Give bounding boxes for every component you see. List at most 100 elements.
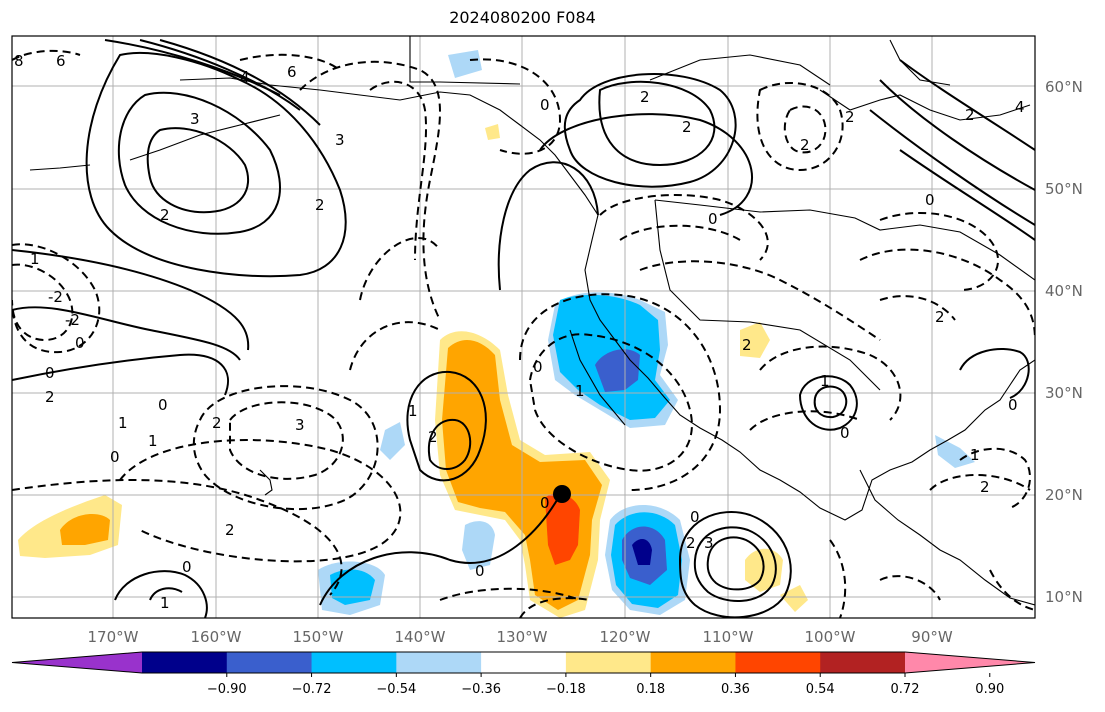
- svg-text:0: 0: [45, 364, 55, 382]
- svg-text:0: 0: [540, 494, 550, 512]
- lon-label-140: 140°W: [395, 628, 446, 646]
- lat-label-10: 10°N: [1045, 588, 1083, 606]
- colorbar-segment: [820, 652, 906, 673]
- contours-negative: [12, 49, 1035, 618]
- colorbar-tick-label: 0.54: [806, 682, 835, 697]
- negative-anomaly-w4: [330, 569, 375, 605]
- lon-label-170: 170°W: [88, 628, 139, 646]
- svg-text:2: 2: [965, 106, 975, 124]
- lat-label-60: 60°N: [1045, 78, 1083, 96]
- lat-label-30: 30°N: [1045, 384, 1083, 402]
- lon-label-130: 130°W: [497, 628, 548, 646]
- svg-text:2: 2: [980, 478, 990, 496]
- svg-text:6: 6: [287, 63, 297, 81]
- negative-anomaly-navy-2: [632, 538, 652, 565]
- positive-anomaly-w2: [60, 514, 110, 545]
- colorbar-segment: [650, 652, 736, 673]
- svg-text:-2: -2: [65, 311, 80, 329]
- colorbar-tick-label: −0.72: [292, 682, 332, 697]
- colorbar-arrow-left: [12, 652, 142, 673]
- svg-text:2: 2: [845, 108, 855, 126]
- colorbar-tick-label: −0.90: [207, 682, 247, 697]
- latitude-labels: 60°N 50°N 40°N 30°N 20°N 10°N: [1045, 78, 1083, 606]
- svg-text:2: 2: [428, 428, 438, 446]
- svg-text:2: 2: [640, 88, 650, 106]
- colorbar-tick-label: −0.54: [376, 682, 416, 697]
- colorbar-tick-label: −0.36: [461, 682, 501, 697]
- svg-text:0: 0: [1008, 396, 1018, 414]
- svg-text:0: 0: [110, 448, 120, 466]
- svg-text:0: 0: [158, 396, 168, 414]
- lat-label-20: 20°N: [1045, 486, 1083, 504]
- lon-label-160: 160°W: [191, 628, 242, 646]
- lon-label-90: 90°W: [911, 628, 953, 646]
- svg-text:0: 0: [182, 558, 192, 576]
- svg-text:0: 0: [708, 210, 718, 228]
- colorbar-segment: [142, 652, 228, 673]
- longitude-labels: 170°W 160°W 150°W 140°W 130°W 120°W 110°…: [88, 628, 953, 646]
- lon-label-150: 150°W: [293, 628, 344, 646]
- svg-text:2: 2: [742, 336, 752, 354]
- svg-text:2: 2: [935, 308, 945, 326]
- svg-text:8: 8: [14, 52, 24, 70]
- svg-text:2: 2: [45, 388, 55, 406]
- lat-label-50: 50°N: [1045, 180, 1083, 198]
- colorbar-tick-label: 0.18: [636, 682, 665, 697]
- colorbar-tick-label: 0.90: [975, 682, 1004, 697]
- lon-label-120: 120°W: [600, 628, 651, 646]
- positive-anomaly-e1: [740, 322, 770, 358]
- svg-text:0: 0: [840, 424, 850, 442]
- coastlines: [29, 36, 1035, 606]
- svg-text:1: 1: [970, 446, 980, 464]
- colorbar-tick-label: −0.18: [546, 682, 586, 697]
- svg-text:1: 1: [575, 382, 585, 400]
- colorbar-segment: [396, 652, 482, 673]
- negative-anomaly-blue: [595, 349, 640, 392]
- svg-text:0: 0: [540, 96, 550, 114]
- svg-text:4: 4: [240, 68, 250, 86]
- colorbar-arrow-right: [905, 652, 1035, 673]
- colorbar: −0.90 −0.72 −0.54 −0.36 −0.18 0.18 0.36 0.54 0.7…: [11, 651, 1036, 697]
- colorbar-segment: [565, 652, 652, 673]
- svg-text:2: 2: [160, 206, 170, 224]
- map-title: 2024080200 F084: [449, 8, 596, 27]
- negative-anomaly-w6: [380, 422, 405, 460]
- lat-label-40: 40°N: [1045, 282, 1083, 300]
- colorbar-tick-label: 0.36: [721, 682, 750, 697]
- negative-anomaly-w7: [448, 50, 482, 78]
- colorbar-tick-label: 0.72: [891, 682, 920, 697]
- svg-text:3: 3: [295, 416, 305, 434]
- svg-text:2: 2: [225, 521, 235, 539]
- svg-text:1: 1: [160, 594, 170, 612]
- svg-text:1: 1: [820, 372, 830, 390]
- contours-positive: [12, 39, 1035, 618]
- svg-text:1: 1: [148, 432, 158, 450]
- positive-anomaly-red: [545, 493, 580, 565]
- storm-center-marker: [553, 485, 571, 503]
- svg-text:6: 6: [56, 52, 66, 70]
- svg-text:3: 3: [335, 131, 345, 149]
- colorbar-segment: [226, 652, 313, 673]
- svg-text:1: 1: [118, 414, 128, 432]
- colorbar-segment: [311, 652, 397, 673]
- svg-text:0: 0: [475, 562, 485, 580]
- svg-text:3: 3: [190, 110, 200, 128]
- lon-label-110: 110°W: [703, 628, 754, 646]
- svg-text:2: 2: [682, 118, 692, 136]
- svg-text:0: 0: [75, 334, 85, 352]
- colorbar-outline: [11, 651, 1036, 674]
- svg-text:1: 1: [408, 402, 418, 420]
- anomaly-fills: [18, 50, 975, 618]
- negative-anomaly-w5: [462, 521, 495, 570]
- svg-text:0: 0: [690, 508, 700, 526]
- svg-text:-2: -2: [48, 288, 63, 306]
- colorbar-segment: [735, 652, 821, 673]
- svg-text:3: 3: [704, 534, 714, 552]
- svg-text:4: 4: [1015, 98, 1025, 116]
- lat-lon-grid: [12, 36, 1035, 618]
- svg-text:2: 2: [212, 414, 222, 432]
- negative-anomaly-e4: [935, 435, 975, 468]
- lon-label-100: 100°W: [805, 628, 856, 646]
- svg-text:2: 2: [686, 534, 696, 552]
